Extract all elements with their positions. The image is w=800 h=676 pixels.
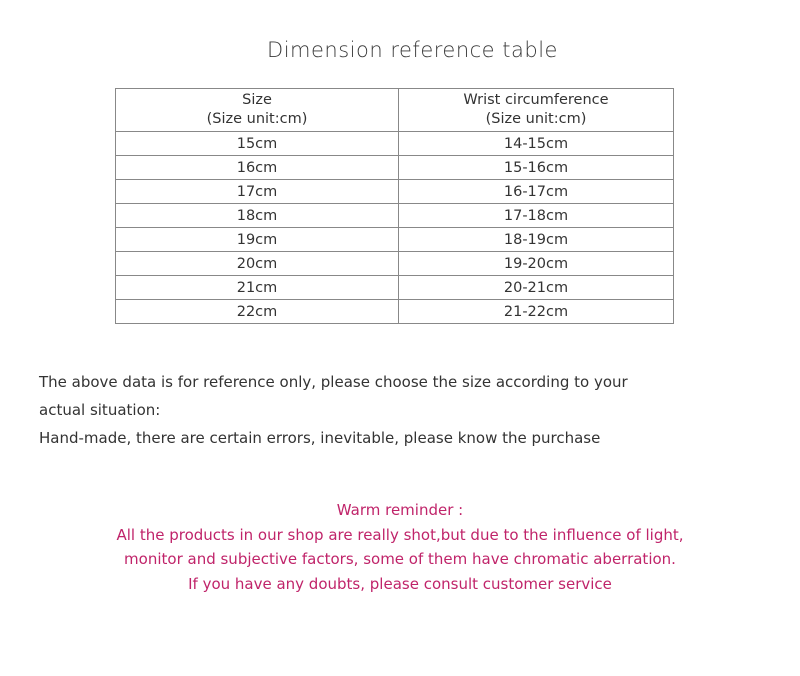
header-size: Size (Size unit:cm) xyxy=(115,88,399,132)
reminder-line: All the products in our shop are really … xyxy=(116,525,684,544)
header-wrist: Wrist circumference (Size unit:cm) xyxy=(398,88,674,132)
size-cell: 22cm xyxy=(115,299,399,324)
wrist-cell: 16-17cm xyxy=(398,179,674,204)
size-cell: 19cm xyxy=(115,227,399,252)
table-header-row: Size (Size unit:cm) Wrist circumference (S… xyxy=(115,88,674,132)
wrist-cell: 17-18cm xyxy=(398,203,674,228)
wrist-cell: 20-21cm xyxy=(398,275,674,300)
warm-reminder: Warm reminder : All the products in our … xyxy=(0,498,800,596)
table-row: 15cm 14-15cm xyxy=(115,131,674,156)
table-row: 17cm 16-17cm xyxy=(115,179,674,204)
note-line: Hand-made, there are certain errors, ine… xyxy=(39,429,601,447)
size-cell: 21cm xyxy=(115,275,399,300)
wrist-cell: 15-16cm xyxy=(398,155,674,180)
header-wrist-unit: (Size unit:cm) xyxy=(485,111,587,127)
table-row: 21cm 20-21cm xyxy=(115,275,674,300)
header-size-unit: (Size unit:cm) xyxy=(206,111,308,127)
wrist-cell: 21-22cm xyxy=(398,299,674,324)
reminder-title: Warm reminder : xyxy=(336,501,464,519)
reminder-line: monitor and subjective factors, some of … xyxy=(124,550,676,568)
page-title: Dimension reference table xyxy=(267,38,558,62)
size-cell: 18cm xyxy=(115,203,399,228)
size-cell: 20cm xyxy=(115,251,399,276)
reminder-line: If you have any doubts, please consult c… xyxy=(188,574,612,593)
table-row: 19cm 18-19cm xyxy=(115,227,674,252)
size-table: Size (Size unit:cm) Wrist circumference (S… xyxy=(115,88,674,324)
reference-note: The above data is for reference only, pl… xyxy=(39,368,628,452)
header-size-label: Size xyxy=(242,92,272,108)
table-row: 18cm 17-18cm xyxy=(115,203,674,228)
note-line: actual situation: xyxy=(39,401,161,419)
size-cell: 16cm xyxy=(115,155,399,180)
table-row: 16cm 15-16cm xyxy=(115,155,674,180)
header-wrist-label: Wrist circumference xyxy=(463,92,609,108)
table-row: 20cm 19-20cm xyxy=(115,251,674,276)
wrist-cell: 18-19cm xyxy=(398,227,674,252)
wrist-cell: 14-15cm xyxy=(398,131,674,156)
table-row: 22cm 21-22cm xyxy=(115,299,674,324)
wrist-cell: 19-20cm xyxy=(398,251,674,276)
size-cell: 15cm xyxy=(115,131,399,156)
size-cell: 17cm xyxy=(115,179,399,204)
note-line: The above data is for reference only, pl… xyxy=(39,373,628,391)
